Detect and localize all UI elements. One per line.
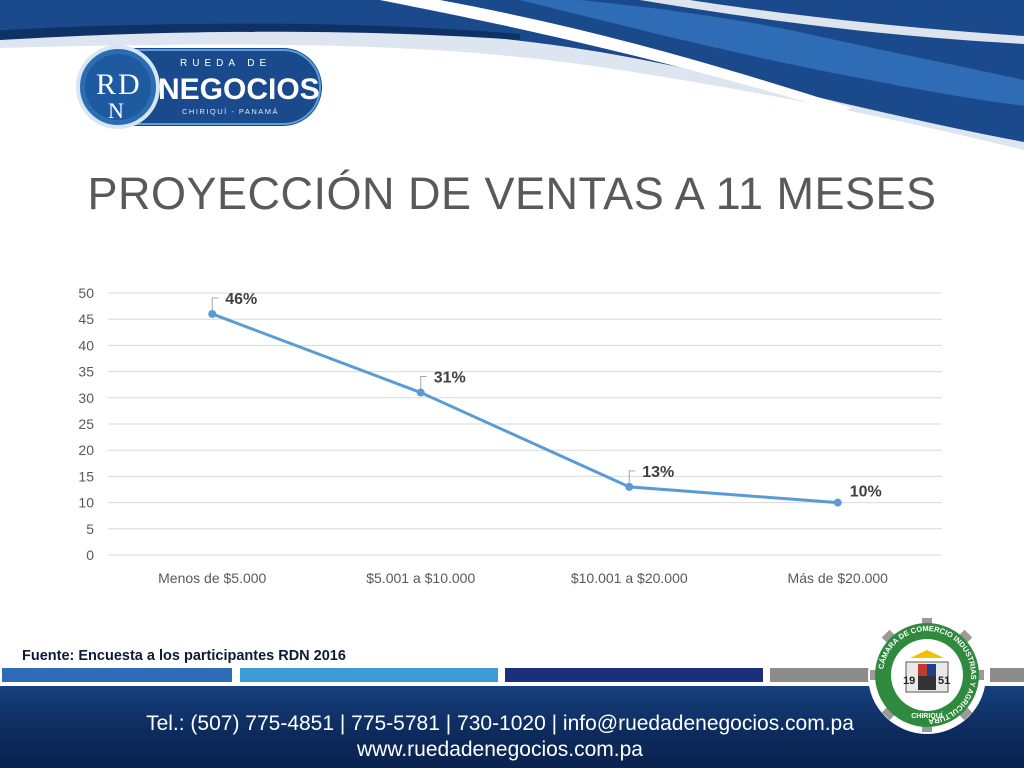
x-tick-label: Menos de $5.000 (158, 570, 266, 586)
data-label: 46% (225, 291, 257, 308)
series-line (211, 312, 838, 505)
logo-main-text: NEGOCIOS (158, 73, 320, 106)
sales-projection-chart: 0 5 10 15 20 25 30 35 40 45 50 Menos de $5.000 $5.0… (78, 285, 942, 586)
y-tick-label: 25 (78, 416, 94, 432)
series-ventas (208, 309, 842, 507)
grid-lines (108, 292, 942, 556)
data-label: 10% (850, 484, 882, 501)
seal-year-left: 19 (903, 675, 915, 687)
footer-contact: Tel.: (507) 775-4851 | 775-5781 | 730-10… (146, 712, 854, 735)
data-point (833, 498, 842, 507)
y-tick-label: 15 (78, 468, 94, 484)
logo-top-text: RUEDA DE (180, 58, 271, 69)
data-point (416, 388, 425, 397)
x-tick-label: $10.001 a $20.000 (571, 570, 688, 586)
label-leader-line (211, 297, 219, 310)
data-labels: 46% 31% 13% 10% (211, 291, 882, 501)
data-point (208, 309, 217, 318)
logo-monogram-r: R (96, 68, 116, 101)
page-title: PROYECCIÓN DE VENTAS A 11 MESES (87, 168, 937, 219)
footer-band (0, 686, 1024, 768)
y-tick-label: 30 (78, 390, 94, 406)
color-bar-strip (2, 668, 1024, 682)
data-label: 13% (642, 464, 674, 481)
chamber-seal: CÁMARA DE COMERCIO INDUSTRIAS Y AGRICULT… (868, 616, 986, 734)
y-tick-label: 50 (78, 285, 94, 301)
source-note: Fuente: Encuesta a los participantes RDN… (22, 648, 346, 664)
y-tick-label: 20 (78, 442, 94, 458)
footer-website: www.ruedadenegocios.com.pa (356, 738, 643, 761)
logo-sub-text: CHIRIQUÍ - PANAMÁ (182, 107, 279, 116)
data-point (625, 482, 634, 491)
x-tick-label: $5.001 a $10.000 (366, 570, 475, 586)
data-label: 31% (434, 370, 466, 387)
label-leader-line (420, 376, 427, 389)
y-tick-label: 5 (86, 521, 94, 537)
logo-monogram-n: N (108, 98, 124, 123)
y-tick-label: 45 (78, 311, 94, 327)
y-tick-label: 0 (86, 547, 94, 563)
y-tick-label: 40 (78, 337, 94, 353)
label-leader-line (628, 470, 636, 483)
rdn-logo: R D N RUEDA DE NEGOCIOS CHIRIQUÍ - PANAM… (76, 45, 322, 129)
y-tick-label: 35 (78, 364, 94, 380)
seal-year-right: 51 (938, 675, 950, 687)
y-tick-label: 10 (78, 495, 94, 511)
x-axis-ticks: Menos de $5.000 $5.001 a $10.000 $10.001 a… (158, 570, 888, 586)
y-axis-ticks: 0 5 10 15 20 25 30 35 40 45 50 (78, 285, 94, 563)
header-waves (0, 0, 1024, 150)
x-tick-label: Más de $20.000 (788, 570, 889, 586)
seal-bottom-text: CHIRIQUÍ (911, 711, 944, 720)
logo-monogram-d: D (118, 68, 140, 101)
